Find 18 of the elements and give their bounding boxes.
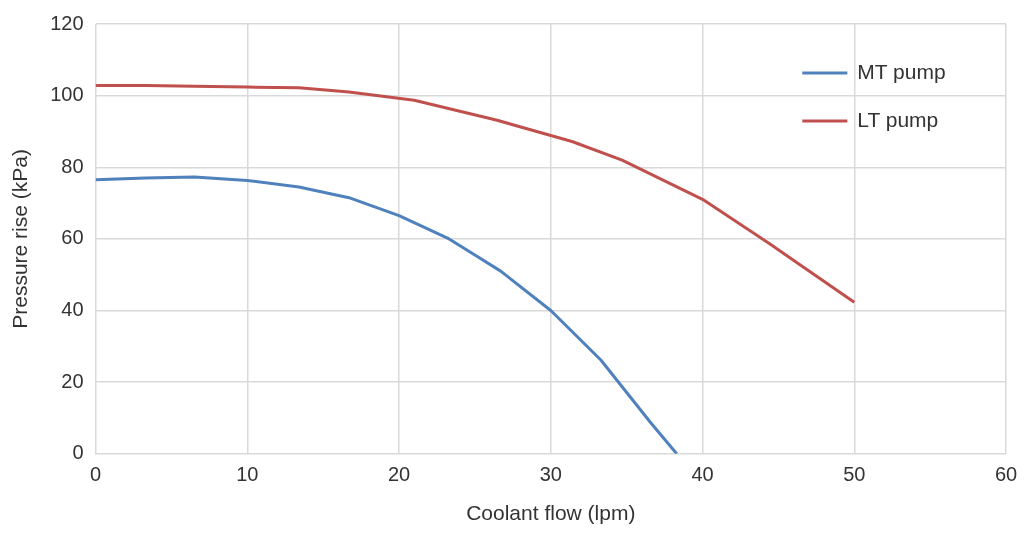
y-tick-label: 40 [61,298,84,321]
legend-label: MT pump [857,59,946,83]
x-tick-label: 20 [387,463,411,486]
x-tick-label: 50 [843,463,866,486]
x-tick-label: 60 [994,463,1018,486]
y-tick-label: 0 [72,441,84,464]
y-tick-label: 20 [61,369,84,392]
x-axis-title: Coolant flow (lpm) [466,501,636,525]
y-axis-title: Pressure rise (kPa) [8,149,32,329]
y-tick-label: 120 [50,11,84,34]
legend-label: LT pump [857,107,939,131]
x-tick-label: 30 [539,463,562,486]
x-tick-label: 40 [691,463,714,486]
x-tick-label: 0 [90,463,102,486]
y-tick-label: 100 [50,83,84,106]
y-tick-label: 80 [61,154,84,177]
y-tick-label: 60 [61,226,84,249]
x-tick-label: 10 [236,463,259,486]
